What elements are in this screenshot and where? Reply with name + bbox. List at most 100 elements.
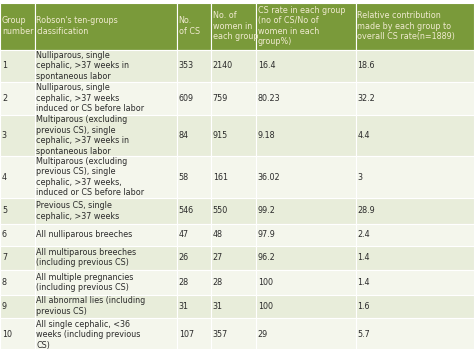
Text: 84: 84 <box>179 131 189 140</box>
Text: 107: 107 <box>179 330 194 339</box>
Bar <box>35 245 177 270</box>
Text: 6: 6 <box>2 230 7 239</box>
Text: All multiple pregnancies
(including previous CS): All multiple pregnancies (including prev… <box>36 273 134 292</box>
Bar <box>356 82 474 114</box>
Bar <box>256 245 356 270</box>
Text: 546: 546 <box>179 206 194 215</box>
Text: 915: 915 <box>213 131 228 140</box>
Text: 550: 550 <box>213 206 228 215</box>
Text: 29: 29 <box>258 330 268 339</box>
Bar <box>211 3 256 50</box>
Text: 2: 2 <box>2 94 7 103</box>
Text: 32.2: 32.2 <box>357 94 375 103</box>
Bar <box>256 3 356 50</box>
Text: 58: 58 <box>179 173 189 181</box>
Text: 36.02: 36.02 <box>258 173 281 181</box>
Bar <box>0 270 35 295</box>
Text: No.
of CS: No. of CS <box>179 16 200 36</box>
Text: Group
number: Group number <box>2 16 33 36</box>
Text: 357: 357 <box>213 330 228 339</box>
Text: 5: 5 <box>2 206 7 215</box>
Bar <box>0 3 35 50</box>
Bar <box>211 318 256 349</box>
Text: 31: 31 <box>179 302 189 311</box>
Text: Multiparous (excluding
previous CS), single
cephalic, >37 weeks,
induced or CS b: Multiparous (excluding previous CS), sin… <box>36 157 145 197</box>
Bar <box>0 245 35 270</box>
Bar <box>177 224 211 245</box>
Bar <box>356 156 474 198</box>
Text: Relative contribution
made by each group to
overall CS rate(n=1889): Relative contribution made by each group… <box>357 11 455 41</box>
Text: 80.23: 80.23 <box>258 94 281 103</box>
Text: 1.6: 1.6 <box>357 302 370 311</box>
Bar <box>177 50 211 82</box>
Text: 16.4: 16.4 <box>258 61 275 70</box>
Bar <box>356 3 474 50</box>
Bar <box>211 224 256 245</box>
Bar <box>256 295 356 318</box>
Text: 26: 26 <box>179 253 189 262</box>
Bar <box>177 245 211 270</box>
Text: 47: 47 <box>179 230 189 239</box>
Text: 10: 10 <box>2 330 12 339</box>
Bar <box>177 3 211 50</box>
Text: 28: 28 <box>179 278 189 287</box>
Bar <box>0 82 35 114</box>
Text: No. of
women in
each group: No. of women in each group <box>213 11 258 41</box>
Text: 1.4: 1.4 <box>357 253 370 262</box>
Bar <box>0 224 35 245</box>
Text: 8: 8 <box>2 278 7 287</box>
Text: 28.9: 28.9 <box>357 206 375 215</box>
Bar <box>177 318 211 349</box>
Text: 48: 48 <box>213 230 223 239</box>
Bar <box>0 295 35 318</box>
Text: CS rate in each group
(no of CS/No of
women in each
group%): CS rate in each group (no of CS/No of wo… <box>258 6 346 46</box>
Bar <box>211 82 256 114</box>
Text: 1.4: 1.4 <box>357 278 370 287</box>
Text: 353: 353 <box>179 61 194 70</box>
Text: 2140: 2140 <box>213 61 233 70</box>
Bar <box>0 156 35 198</box>
Text: All single cephalic, <36
weeks (including previous
CS): All single cephalic, <36 weeks (includin… <box>36 320 141 349</box>
Text: Multiparous (excluding
previous CS), single
cephalic, >37 weeks in
spontaneous l: Multiparous (excluding previous CS), sin… <box>36 116 129 156</box>
Bar <box>35 82 177 114</box>
Bar <box>356 245 474 270</box>
Text: Robson's ten-groups
classification: Robson's ten-groups classification <box>36 16 118 36</box>
Bar <box>256 198 356 224</box>
Text: 27: 27 <box>213 253 223 262</box>
Text: 3: 3 <box>357 173 363 181</box>
Bar <box>356 114 474 156</box>
Bar <box>256 156 356 198</box>
Bar <box>256 50 356 82</box>
Bar <box>211 270 256 295</box>
Bar <box>35 224 177 245</box>
Text: All abnormal lies (including
previous CS): All abnormal lies (including previous CS… <box>36 297 146 316</box>
Bar <box>211 50 256 82</box>
Text: 7: 7 <box>2 253 7 262</box>
Bar <box>35 114 177 156</box>
Text: 31: 31 <box>213 302 223 311</box>
Bar <box>0 318 35 349</box>
Bar <box>177 114 211 156</box>
Text: All nulliparous breeches: All nulliparous breeches <box>36 230 133 239</box>
Text: 18.6: 18.6 <box>357 61 375 70</box>
Text: 4: 4 <box>2 173 7 181</box>
Bar <box>356 50 474 82</box>
Bar <box>356 318 474 349</box>
Text: 161: 161 <box>213 173 228 181</box>
Bar <box>35 198 177 224</box>
Text: 9: 9 <box>2 302 7 311</box>
Bar <box>211 156 256 198</box>
Bar <box>0 114 35 156</box>
Bar <box>177 295 211 318</box>
Text: 5.7: 5.7 <box>357 330 370 339</box>
Bar <box>35 270 177 295</box>
Bar <box>211 114 256 156</box>
Bar <box>256 270 356 295</box>
Text: 99.2: 99.2 <box>258 206 276 215</box>
Bar <box>0 50 35 82</box>
Bar <box>177 82 211 114</box>
Text: Nulliparous, single
cephalic, >37 weeks
induced or CS before labor: Nulliparous, single cephalic, >37 weeks … <box>36 83 145 113</box>
Text: 100: 100 <box>258 302 273 311</box>
Text: Previous CS, single
cephalic, >37 weeks: Previous CS, single cephalic, >37 weeks <box>36 201 120 221</box>
Bar <box>177 156 211 198</box>
